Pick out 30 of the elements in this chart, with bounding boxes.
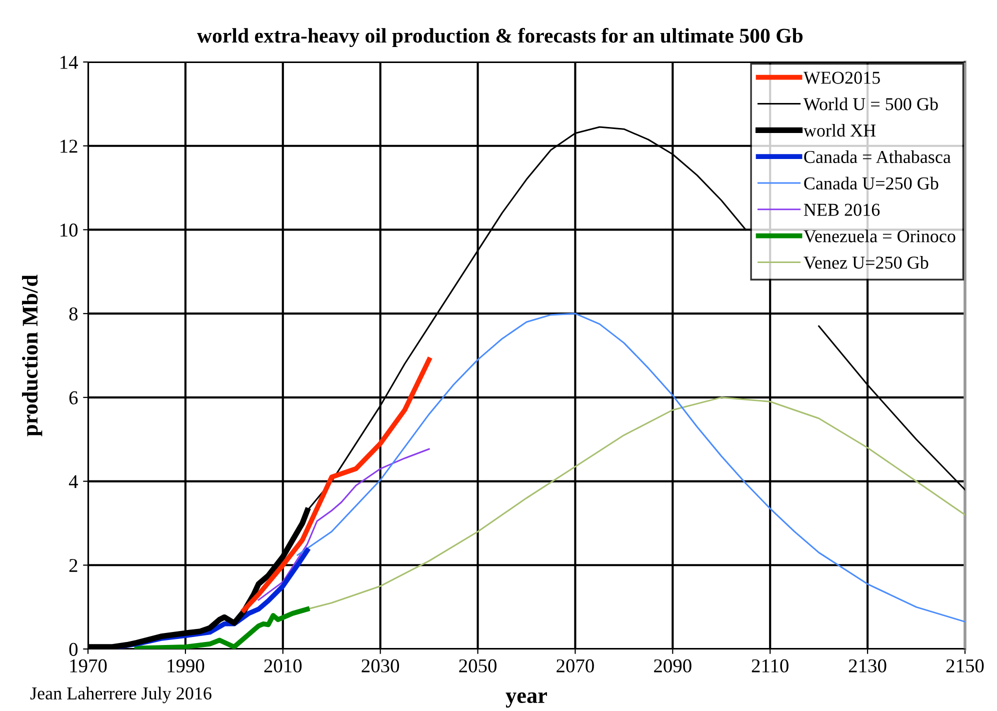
x-tick-label: 2110 (752, 659, 788, 672)
x-tick-label: 1990 (168, 659, 204, 672)
legend-label: world XH (803, 124, 876, 137)
x-tick-label: 2130 (848, 659, 886, 672)
x-tick-label: 2150 (946, 659, 984, 672)
x-tick-label: 2010 (264, 659, 302, 672)
y-tick-label: 8 (69, 307, 78, 321)
legend-label: World U = 500 Gb (803, 98, 938, 110)
x-tick-label: 1970 (70, 659, 107, 672)
legend-label: Venez U=250 Gb (804, 256, 928, 269)
x-axis-title: year (506, 692, 547, 708)
chart-title: world extra-heavy oil production & forecasts for an ultimate 500 Gb (197, 28, 803, 48)
y-tick-label: 6 (69, 391, 78, 404)
legend-label: Canada U=250 Gb (804, 176, 938, 190)
legend-label: NEB 2016 (804, 204, 880, 216)
y-axis-title: production Mb/d (22, 274, 42, 436)
x-tick-label: 2050 (459, 659, 496, 672)
legend-label: Canada = Athabasca (804, 150, 951, 164)
y-tick-label: 12 (60, 140, 78, 153)
x-tick-label: 2030 (362, 659, 400, 672)
y-tick-label: 0 (69, 642, 78, 656)
y-tick-label: 10 (60, 224, 78, 237)
x-tick-label: 2070 (556, 659, 594, 672)
x-tick-label: 2090 (654, 659, 692, 672)
text: Jean Laherrere July 2016 (30, 686, 212, 704)
legend-label: Venezuela = Orinoco (804, 230, 956, 242)
y-tick-label: 14 (60, 56, 78, 69)
y-tick-label: 4 (68, 475, 78, 488)
y-tick-label: 2 (69, 559, 78, 572)
legend-label: WEO2015 (803, 72, 880, 84)
